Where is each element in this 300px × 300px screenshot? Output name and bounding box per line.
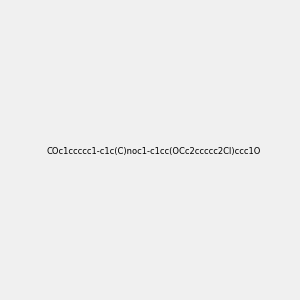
Text: COc1ccccc1-c1c(C)noc1-c1cc(OCc2ccccc2Cl)ccc1O: COc1ccccc1-c1c(C)noc1-c1cc(OCc2ccccc2Cl)… — [46, 147, 261, 156]
